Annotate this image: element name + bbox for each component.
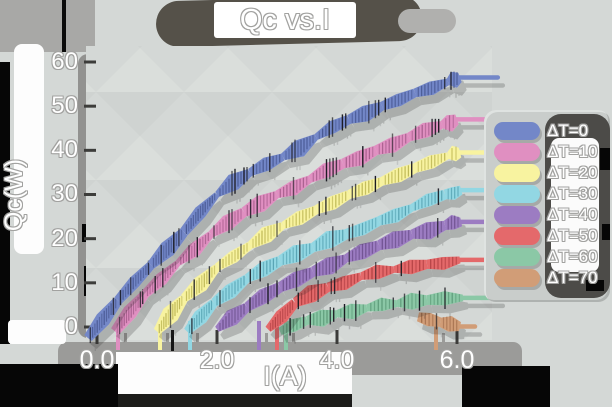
title-sticker: Qc vs.I bbox=[214, 2, 356, 38]
xtick-6: 6.0 bbox=[439, 346, 475, 374]
xtick-0: 0.0 bbox=[79, 346, 115, 374]
legend-item: ΔT=40 bbox=[484, 205, 612, 226]
legend-label: ΔT=50 bbox=[547, 226, 598, 245]
xtick-4: 4.0 bbox=[319, 346, 355, 374]
series-band bbox=[278, 287, 501, 336]
legend-item: ΔT=30 bbox=[484, 184, 612, 205]
origin-sticker bbox=[8, 320, 66, 344]
legend-text-sticker bbox=[551, 138, 599, 272]
x-axis-label: I(A) bbox=[263, 361, 307, 391]
legend-swatch bbox=[494, 248, 540, 266]
title-shadow-blob-light bbox=[398, 9, 456, 33]
ytick-40: 40 bbox=[51, 136, 78, 163]
ytick-0: 0 bbox=[64, 313, 78, 340]
legend-swatch bbox=[494, 164, 540, 182]
legend-label: ΔT=0 bbox=[547, 121, 589, 140]
chart-title: Qc vs.I bbox=[239, 4, 331, 36]
corner-shadow-line bbox=[62, 0, 66, 52]
corner-shadow-block bbox=[0, 0, 95, 52]
legend-label: ΔT=30 bbox=[547, 184, 598, 203]
legend-label: ΔT=20 bbox=[547, 163, 598, 182]
legend-swatch bbox=[494, 227, 540, 245]
legend-swatch bbox=[494, 206, 540, 224]
xaxis-sticker bbox=[116, 352, 352, 400]
series-band bbox=[184, 185, 501, 335]
legend-swatch bbox=[494, 185, 540, 203]
ytick-30: 30 bbox=[51, 180, 78, 207]
series-band bbox=[153, 145, 497, 334]
legend-swatch bbox=[494, 122, 540, 140]
series-band bbox=[417, 312, 478, 332]
bottom-shadow-strip bbox=[118, 394, 352, 407]
y-axis-label: Qc(W) bbox=[0, 158, 28, 232]
legend-label: ΔT=60 bbox=[547, 247, 598, 266]
legend-label: ΔT=40 bbox=[547, 205, 598, 224]
series-band bbox=[111, 114, 499, 335]
ytick-20: 20 bbox=[51, 225, 78, 252]
legend-label: ΔT=70 bbox=[547, 268, 598, 287]
bottom-right-shadow bbox=[462, 366, 550, 407]
legend-item: ΔT=70 bbox=[484, 268, 612, 289]
legend-item: ΔT=20 bbox=[484, 163, 612, 184]
legend-item: ΔT=10 bbox=[484, 142, 612, 163]
legend-item: ΔT=50 bbox=[484, 226, 612, 247]
series-band bbox=[84, 71, 501, 343]
xtick-2: 2.0 bbox=[199, 346, 235, 374]
legend-swatch bbox=[494, 269, 540, 287]
shadow-chip bbox=[586, 280, 604, 291]
ytick-10: 10 bbox=[51, 269, 78, 296]
series-band bbox=[265, 256, 496, 332]
left-edge-shadow bbox=[0, 62, 10, 344]
legend-label: ΔT=10 bbox=[547, 142, 598, 161]
legend-swatch bbox=[494, 143, 540, 161]
legend-item: ΔT=0 bbox=[484, 121, 612, 142]
shadow-chip bbox=[602, 224, 610, 240]
ytick-50: 50 bbox=[51, 92, 78, 119]
ytick-60: 60 bbox=[51, 48, 78, 75]
bottom-left-shadow bbox=[0, 364, 118, 407]
legend-item: ΔT=60 bbox=[484, 247, 612, 268]
shadow-chip bbox=[600, 148, 610, 170]
legend: ΔT=0 ΔT=10 ΔT=20 ΔT=30 ΔT=40 ΔT=50 ΔT=60… bbox=[484, 110, 612, 302]
yaxis-sticker bbox=[14, 44, 44, 254]
